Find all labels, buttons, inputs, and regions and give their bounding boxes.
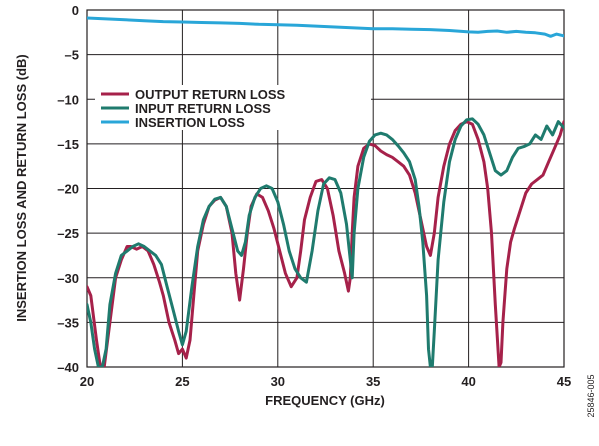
figure-id: 25846-005 [586,374,596,417]
tick-labels: 20 25 30 35 40 45 0 –5 –10 –15 –20 –25 –30 –35 –40 [57,3,571,389]
legend-label-insertion-loss: INSERTION LOSS [135,115,245,130]
x-tick-label: 20 [80,374,94,389]
x-axis-title: FREQUENCY (GHz) [265,393,385,408]
legend: OUTPUT RETURN LOSS INPUT RETURN LOSS INS… [95,85,371,130]
legend-label-input-return-loss: INPUT RETURN LOSS [135,101,271,116]
x-tick-label: 35 [366,374,380,389]
y-tick-label: –20 [57,182,79,197]
series-lines [87,16,564,367]
output-return-loss-line [87,120,564,367]
legend-label-output-return-loss: OUTPUT RETURN LOSS [135,87,286,102]
x-tick-label: 30 [271,374,285,389]
y-tick-label: –5 [65,48,79,63]
y-tick-label: –25 [57,226,79,241]
x-tick-label: 25 [175,374,189,389]
grid-lines [87,10,564,367]
y-axis-title: INSERTION LOSS AND RETURN LOSS (dB) [14,54,29,321]
y-tick-label: –30 [57,271,79,286]
input-return-loss-line [87,117,564,367]
insertion-loss-line [87,16,564,38]
y-tick-label: –35 [57,315,79,330]
x-tick-label: 45 [557,374,571,389]
legend-background [95,85,371,130]
y-tick-label: 0 [72,3,79,18]
y-tick-label: –10 [57,92,79,107]
y-tick-label: –40 [57,360,79,375]
y-tick-label: –15 [57,137,79,152]
x-tick-label: 40 [461,374,475,389]
